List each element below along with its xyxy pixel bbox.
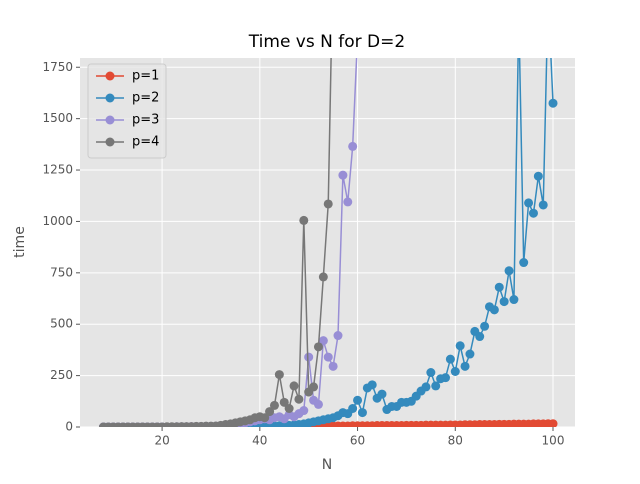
point (333, 331, 343, 341)
point (304, 352, 314, 362)
point (343, 197, 353, 207)
point (494, 282, 504, 292)
legend-label: p=4 (132, 135, 159, 150)
point (445, 354, 455, 364)
y-tick-label: 750 (50, 265, 73, 279)
point (269, 400, 279, 410)
point (328, 361, 338, 371)
x-tick-label: 60 (350, 434, 365, 448)
point (524, 198, 534, 208)
point (533, 171, 543, 181)
y-tick-label: 1500 (42, 111, 73, 125)
point (348, 403, 358, 413)
point (284, 403, 294, 413)
point (357, 408, 367, 418)
point (338, 170, 348, 180)
point (538, 200, 548, 210)
point (421, 382, 431, 392)
point (426, 368, 436, 378)
y-tick-label: 1750 (42, 60, 73, 74)
point (475, 332, 485, 342)
point (480, 321, 490, 331)
point (279, 397, 289, 407)
point (489, 305, 499, 315)
point (299, 406, 309, 416)
point (367, 380, 377, 390)
point (289, 381, 299, 391)
point (441, 373, 451, 383)
y-tick-label: 0 (65, 420, 73, 434)
legend-marker (105, 71, 115, 81)
legend-label: p=2 (132, 91, 159, 106)
point (460, 361, 470, 371)
point (509, 295, 519, 305)
legend-marker (105, 137, 115, 147)
legend-label: p=1 (132, 69, 159, 84)
point (313, 399, 323, 409)
legend-marker (105, 115, 115, 125)
point (548, 419, 558, 427)
point (323, 199, 333, 209)
point (504, 266, 514, 276)
y-tick-label: 1250 (42, 163, 73, 177)
point (294, 394, 304, 404)
point (450, 366, 460, 376)
point (318, 272, 328, 282)
x-axis-label: N (322, 457, 332, 473)
point (465, 349, 475, 359)
x-tick-label: 20 (154, 434, 169, 448)
y-tick-label: 250 (50, 368, 73, 382)
point (519, 258, 529, 268)
legend-marker (105, 93, 115, 103)
point (299, 215, 309, 225)
y-tick-label: 1000 (42, 214, 73, 228)
point (309, 382, 319, 392)
x-tick-label: 100 (542, 434, 565, 448)
point (548, 98, 558, 108)
point (377, 389, 387, 399)
point (514, 11, 523, 20)
x-tick-label: 40 (252, 434, 267, 448)
legend-label: p=3 (132, 113, 159, 128)
point (348, 141, 358, 151)
point (260, 413, 270, 423)
point (318, 336, 328, 346)
point (431, 381, 441, 391)
point (274, 370, 284, 380)
y-axis-label: time (12, 226, 28, 258)
x-tick-label: 80 (448, 434, 463, 448)
point (455, 341, 465, 351)
point (313, 342, 323, 352)
point (499, 297, 509, 307)
chart-title: Time vs N for D=2 (248, 32, 405, 52)
point (265, 407, 275, 417)
point (323, 352, 333, 362)
legend-box (87, 63, 167, 159)
y-tick-label: 500 (50, 317, 73, 331)
point (528, 208, 538, 218)
point (353, 395, 363, 405)
